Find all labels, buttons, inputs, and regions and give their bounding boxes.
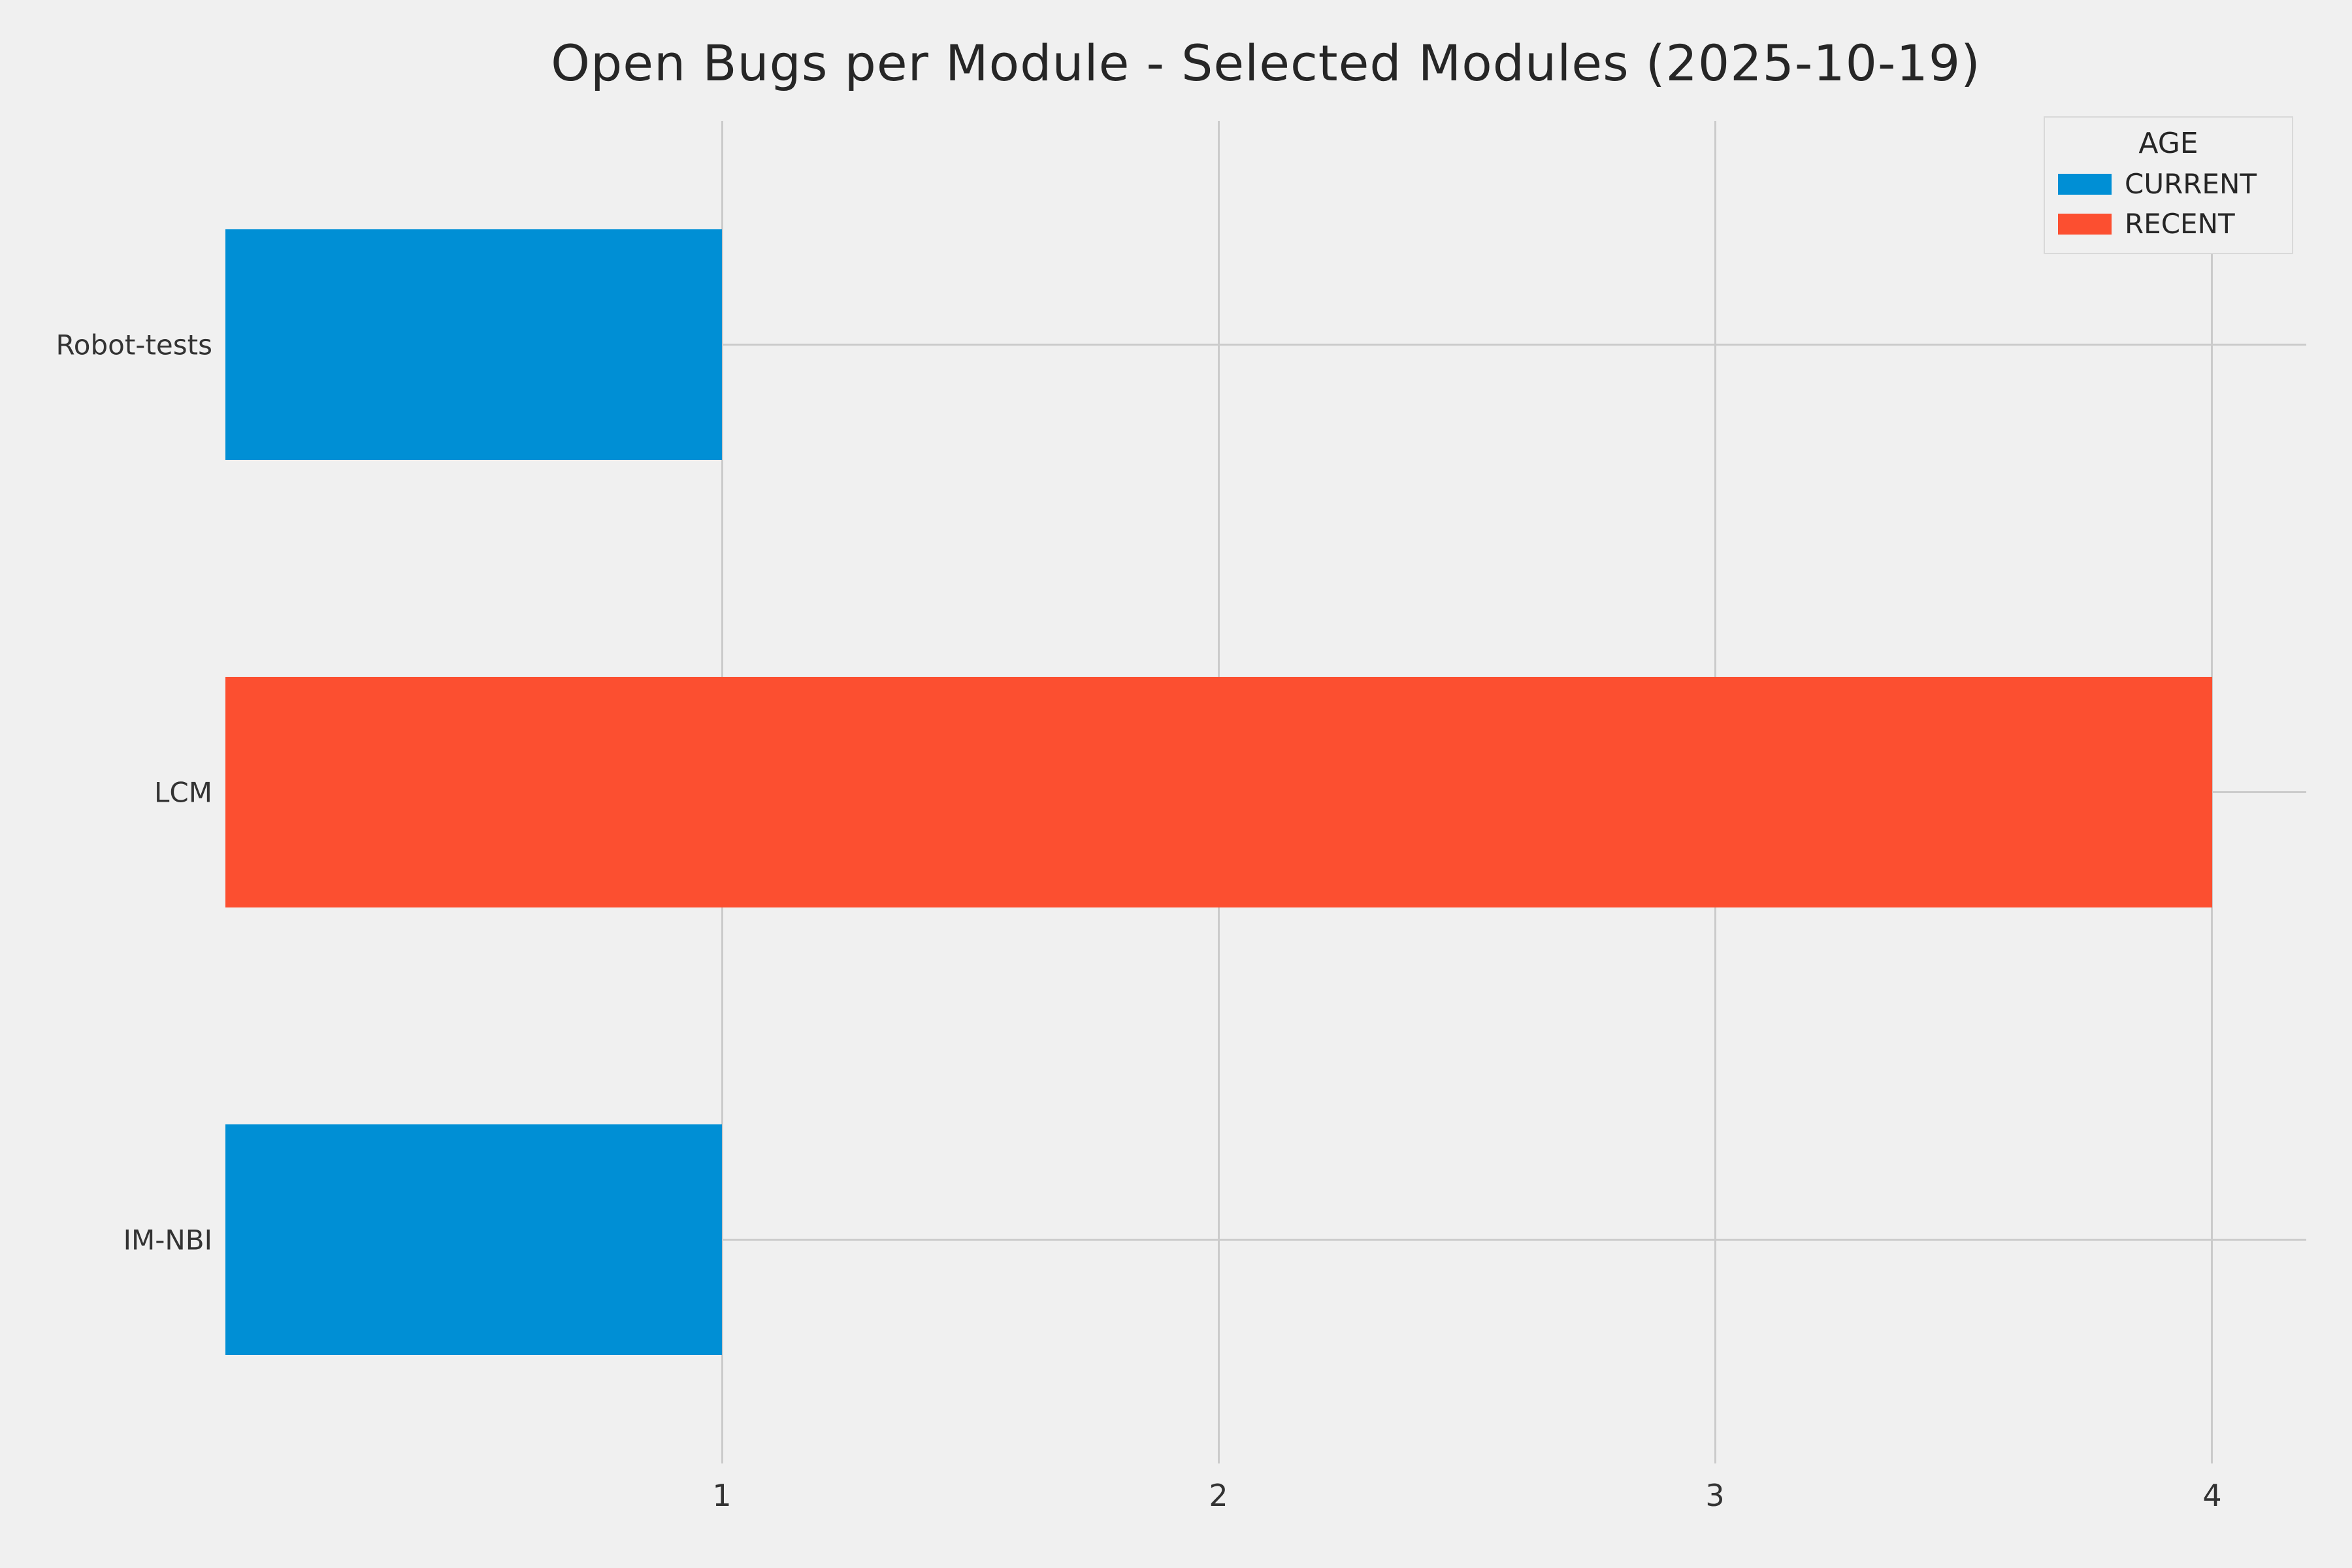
y-axis-label: LCM: [154, 776, 212, 809]
horizontal-gridline: [225, 344, 2306, 346]
y-axis-label: Robot-tests: [56, 329, 212, 361]
legend: AGE CURRENT RECENT: [2044, 116, 2293, 254]
legend-entries: CURRENT RECENT: [2058, 168, 2279, 240]
legend-swatch-icon: [2058, 173, 2112, 195]
x-axis-tick-label: 1: [712, 1478, 732, 1513]
legend-entry-label: RECENT: [2125, 208, 2235, 240]
legend-swatch-icon: [2058, 213, 2112, 235]
x-axis-tick-label: 4: [2202, 1478, 2222, 1513]
legend-entry-recent: RECENT: [2058, 208, 2279, 240]
legend-title: AGE: [2138, 127, 2198, 160]
horizontal-gridline: [225, 1239, 2306, 1241]
legend-entry-current: CURRENT: [2058, 168, 2279, 200]
bar-robot-tests: [225, 229, 722, 460]
plot-area: [225, 121, 2306, 1463]
x-axis-tick-label: 3: [1705, 1478, 1725, 1513]
bar-lcm: [225, 677, 2212, 907]
chart-title: Open Bugs per Module - Selected Modules …: [551, 34, 1981, 92]
legend-entry-label: CURRENT: [2125, 168, 2257, 200]
y-axis-label: IM-NBI: [123, 1224, 212, 1256]
x-axis-tick-label: 2: [1209, 1478, 1228, 1513]
bar-im-nbi: [225, 1124, 722, 1355]
